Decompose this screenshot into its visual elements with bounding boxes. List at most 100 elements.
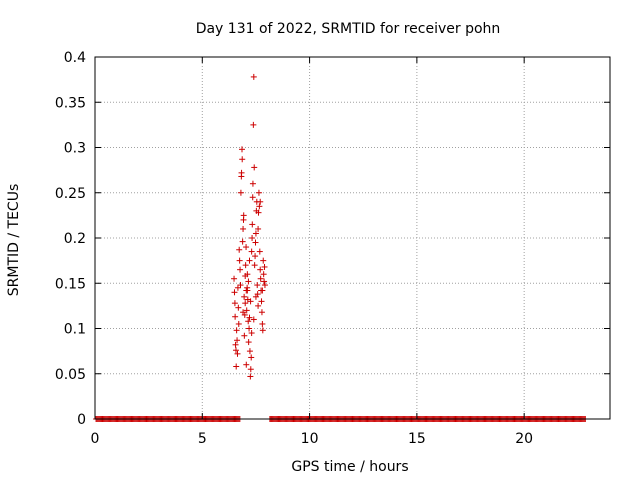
axis-ticks: 0 0.05 0.1 0.15 0.2 0.25 0.3 0.35 0.4 0 5 10 15 20 [55,50,610,447]
data-point [252,253,259,260]
data-point [248,248,255,255]
data-point [248,354,255,361]
data-point [243,307,250,314]
data-point [259,327,266,334]
y-tick-label: 0.2 [64,231,86,247]
data-point [232,347,239,354]
grid [95,57,610,419]
data-point [246,257,253,264]
data-point [261,278,268,285]
data-point [241,293,248,300]
data-point [256,203,263,210]
data-point [260,271,267,278]
data-point [239,238,246,245]
data-point [234,337,241,344]
data-point [243,361,250,368]
data-point [260,257,267,264]
data-point [232,341,239,348]
data-point [256,248,263,255]
y-tick-label: 0.25 [55,186,86,202]
x-tick-label: 0 [91,431,100,447]
y-tick-label: 0.4 [64,50,86,66]
y-tick-label: 0 [77,412,86,428]
data-point [250,121,257,128]
data-point [240,225,247,232]
data-point [258,298,265,305]
data-point [257,266,264,273]
data-point [249,221,256,228]
data-point [251,262,258,269]
data-point [237,189,244,196]
data-point [239,156,246,163]
data-point [245,318,252,325]
data-point [234,284,241,291]
data-point [250,73,257,80]
data-point [249,194,256,201]
data-point [261,282,268,289]
data-point [235,304,242,311]
data-point [245,278,252,285]
data-point [238,146,245,153]
data-point [246,314,253,321]
data-point [259,320,266,327]
x-tick-label: 5 [198,431,207,447]
data-point [255,302,262,309]
data-series-srmtid [93,73,589,422]
data-point [249,235,256,241]
data-point [261,263,268,270]
chart-title: Day 131 of 2022, SRMTID for receiver poh… [196,21,501,37]
data-point [257,275,264,282]
x-tick-label: 20 [515,431,533,447]
data-point [254,282,261,289]
data-point [238,169,245,176]
data-point [247,298,254,305]
data-point [233,327,240,334]
data-point [232,313,239,320]
data-point [240,212,247,219]
data-point [252,293,259,300]
data-point [236,257,243,264]
data-point [233,363,240,370]
data-point [247,366,254,373]
data-point [231,275,238,282]
data-point [241,332,248,339]
y-tick-label: 0.15 [55,276,86,292]
data-point [255,189,262,196]
y-tick-label: 0.3 [64,141,86,157]
y-axis-label: SRMTID / TECUs [6,184,22,297]
data-point [249,180,256,187]
data-point [237,266,244,273]
data-point [247,373,254,380]
data-point [255,225,262,232]
data-point [244,271,251,278]
y-tick-label: 0.1 [64,322,86,338]
data-point [240,309,247,316]
data-point [243,244,250,251]
data-point [236,246,243,253]
plot-frame [94,56,611,420]
data-point [252,230,259,237]
x-tick-label: 10 [301,431,319,447]
y-tick-label: 0.35 [55,95,86,111]
data-point [243,287,250,294]
y-tick-label: 0.05 [55,367,86,383]
data-point [257,198,264,205]
data-point [245,339,252,346]
data-point [246,348,253,355]
data-point [242,300,249,307]
data-point [259,287,266,294]
data-point [246,325,253,332]
data-point [250,316,257,323]
data-point [258,309,265,316]
data-point [237,282,244,289]
x-tick-label: 15 [408,431,426,447]
x-axis-label: GPS time / hours [291,459,408,475]
data-point [248,330,255,337]
data-point [235,320,242,327]
data-point [234,350,241,357]
data-point [252,239,259,246]
data-point [255,209,262,216]
data-point [231,289,238,296]
data-point [251,164,258,171]
